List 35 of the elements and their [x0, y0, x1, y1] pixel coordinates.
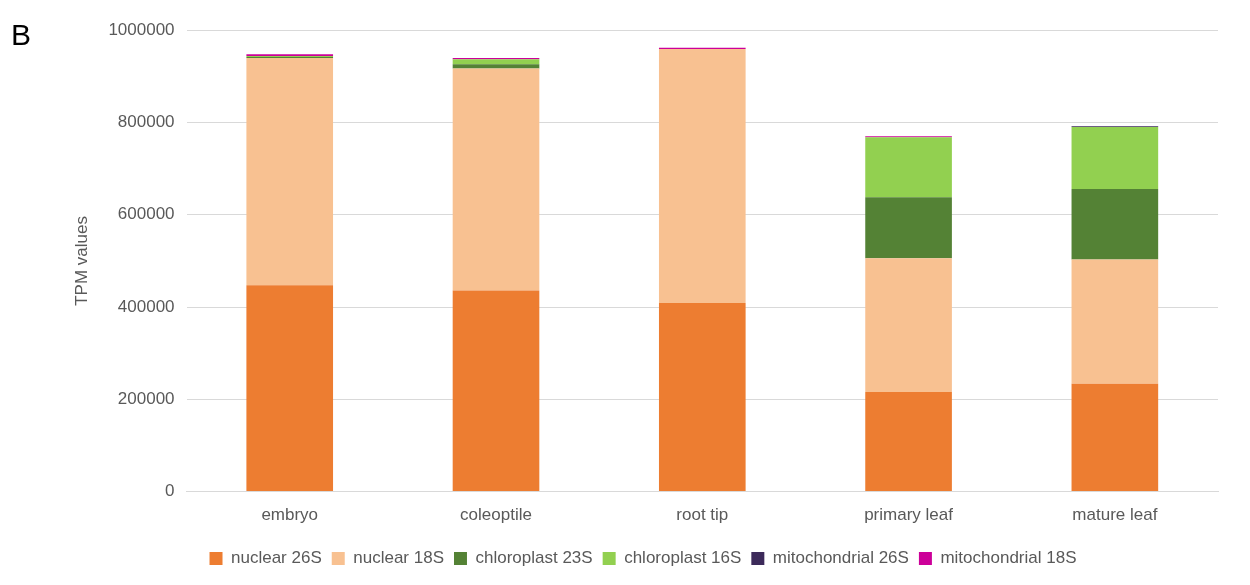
- bar: [865, 197, 952, 259]
- bar: [1071, 127, 1159, 189]
- bar: [452, 68, 540, 291]
- bar: [658, 49, 746, 303]
- bar: [658, 302, 746, 492]
- legend-label: chloroplast 23S: [475, 548, 593, 568]
- x-tick-label: root tip: [676, 505, 729, 525]
- bar: [246, 57, 334, 286]
- x-tick-label: primary leaf: [864, 505, 954, 525]
- y-tick-label: 800000: [117, 112, 175, 132]
- y-tick-label: 600000: [117, 204, 175, 224]
- y-tick-label: 200000: [117, 389, 175, 409]
- bar: [452, 59, 540, 65]
- bar: [452, 64, 540, 69]
- y-tick-label: 1000000: [108, 19, 175, 39]
- legend-label: mitochondrial 26S: [772, 548, 909, 568]
- legend-label: mitochondrial 18S: [940, 548, 1077, 568]
- legend-label: nuclear 26S: [231, 548, 322, 568]
- y-axis-title: TPM values: [71, 216, 91, 306]
- y-tick-label: 0: [165, 481, 175, 501]
- chart-title: B: [11, 18, 32, 52]
- x-tick-label: embryo: [261, 505, 319, 525]
- legend-label: chloroplast 16S: [624, 548, 742, 568]
- bar: [1071, 188, 1159, 260]
- bar: [865, 137, 952, 198]
- y-tick-label: 400000: [117, 296, 175, 316]
- bar: [865, 258, 952, 392]
- bar: [452, 290, 540, 492]
- bar: [246, 285, 334, 492]
- x-tick-label: mature leaf: [1072, 505, 1158, 525]
- legend-label: nuclear 18S: [353, 548, 444, 568]
- bar: [1071, 383, 1159, 492]
- bar: [865, 391, 952, 492]
- bar: [1071, 259, 1159, 384]
- x-tick-label: coleoptile: [460, 505, 532, 525]
